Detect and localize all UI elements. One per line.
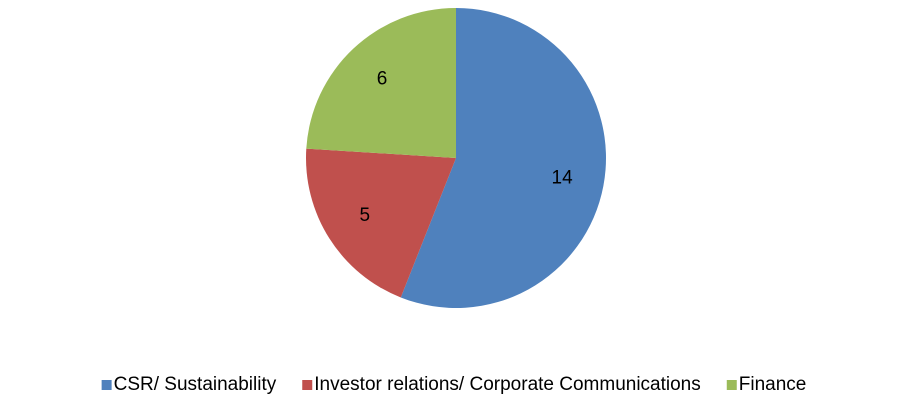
legend-label: Investor relations/ Corporate Communicat… (314, 374, 701, 395)
legend-label: Finance (739, 374, 807, 395)
data-label: 6 (377, 68, 388, 89)
legend-swatch (726, 380, 737, 390)
legend-swatch (302, 380, 313, 390)
pie-slice (306, 8, 456, 158)
data-label: 5 (360, 205, 371, 226)
pie-slice (400, 8, 606, 308)
legend-label: CSR/ Sustainability (114, 374, 277, 395)
legend-swatch (101, 380, 112, 390)
pie-slice (306, 148, 456, 298)
data-label: 14 (552, 167, 574, 188)
